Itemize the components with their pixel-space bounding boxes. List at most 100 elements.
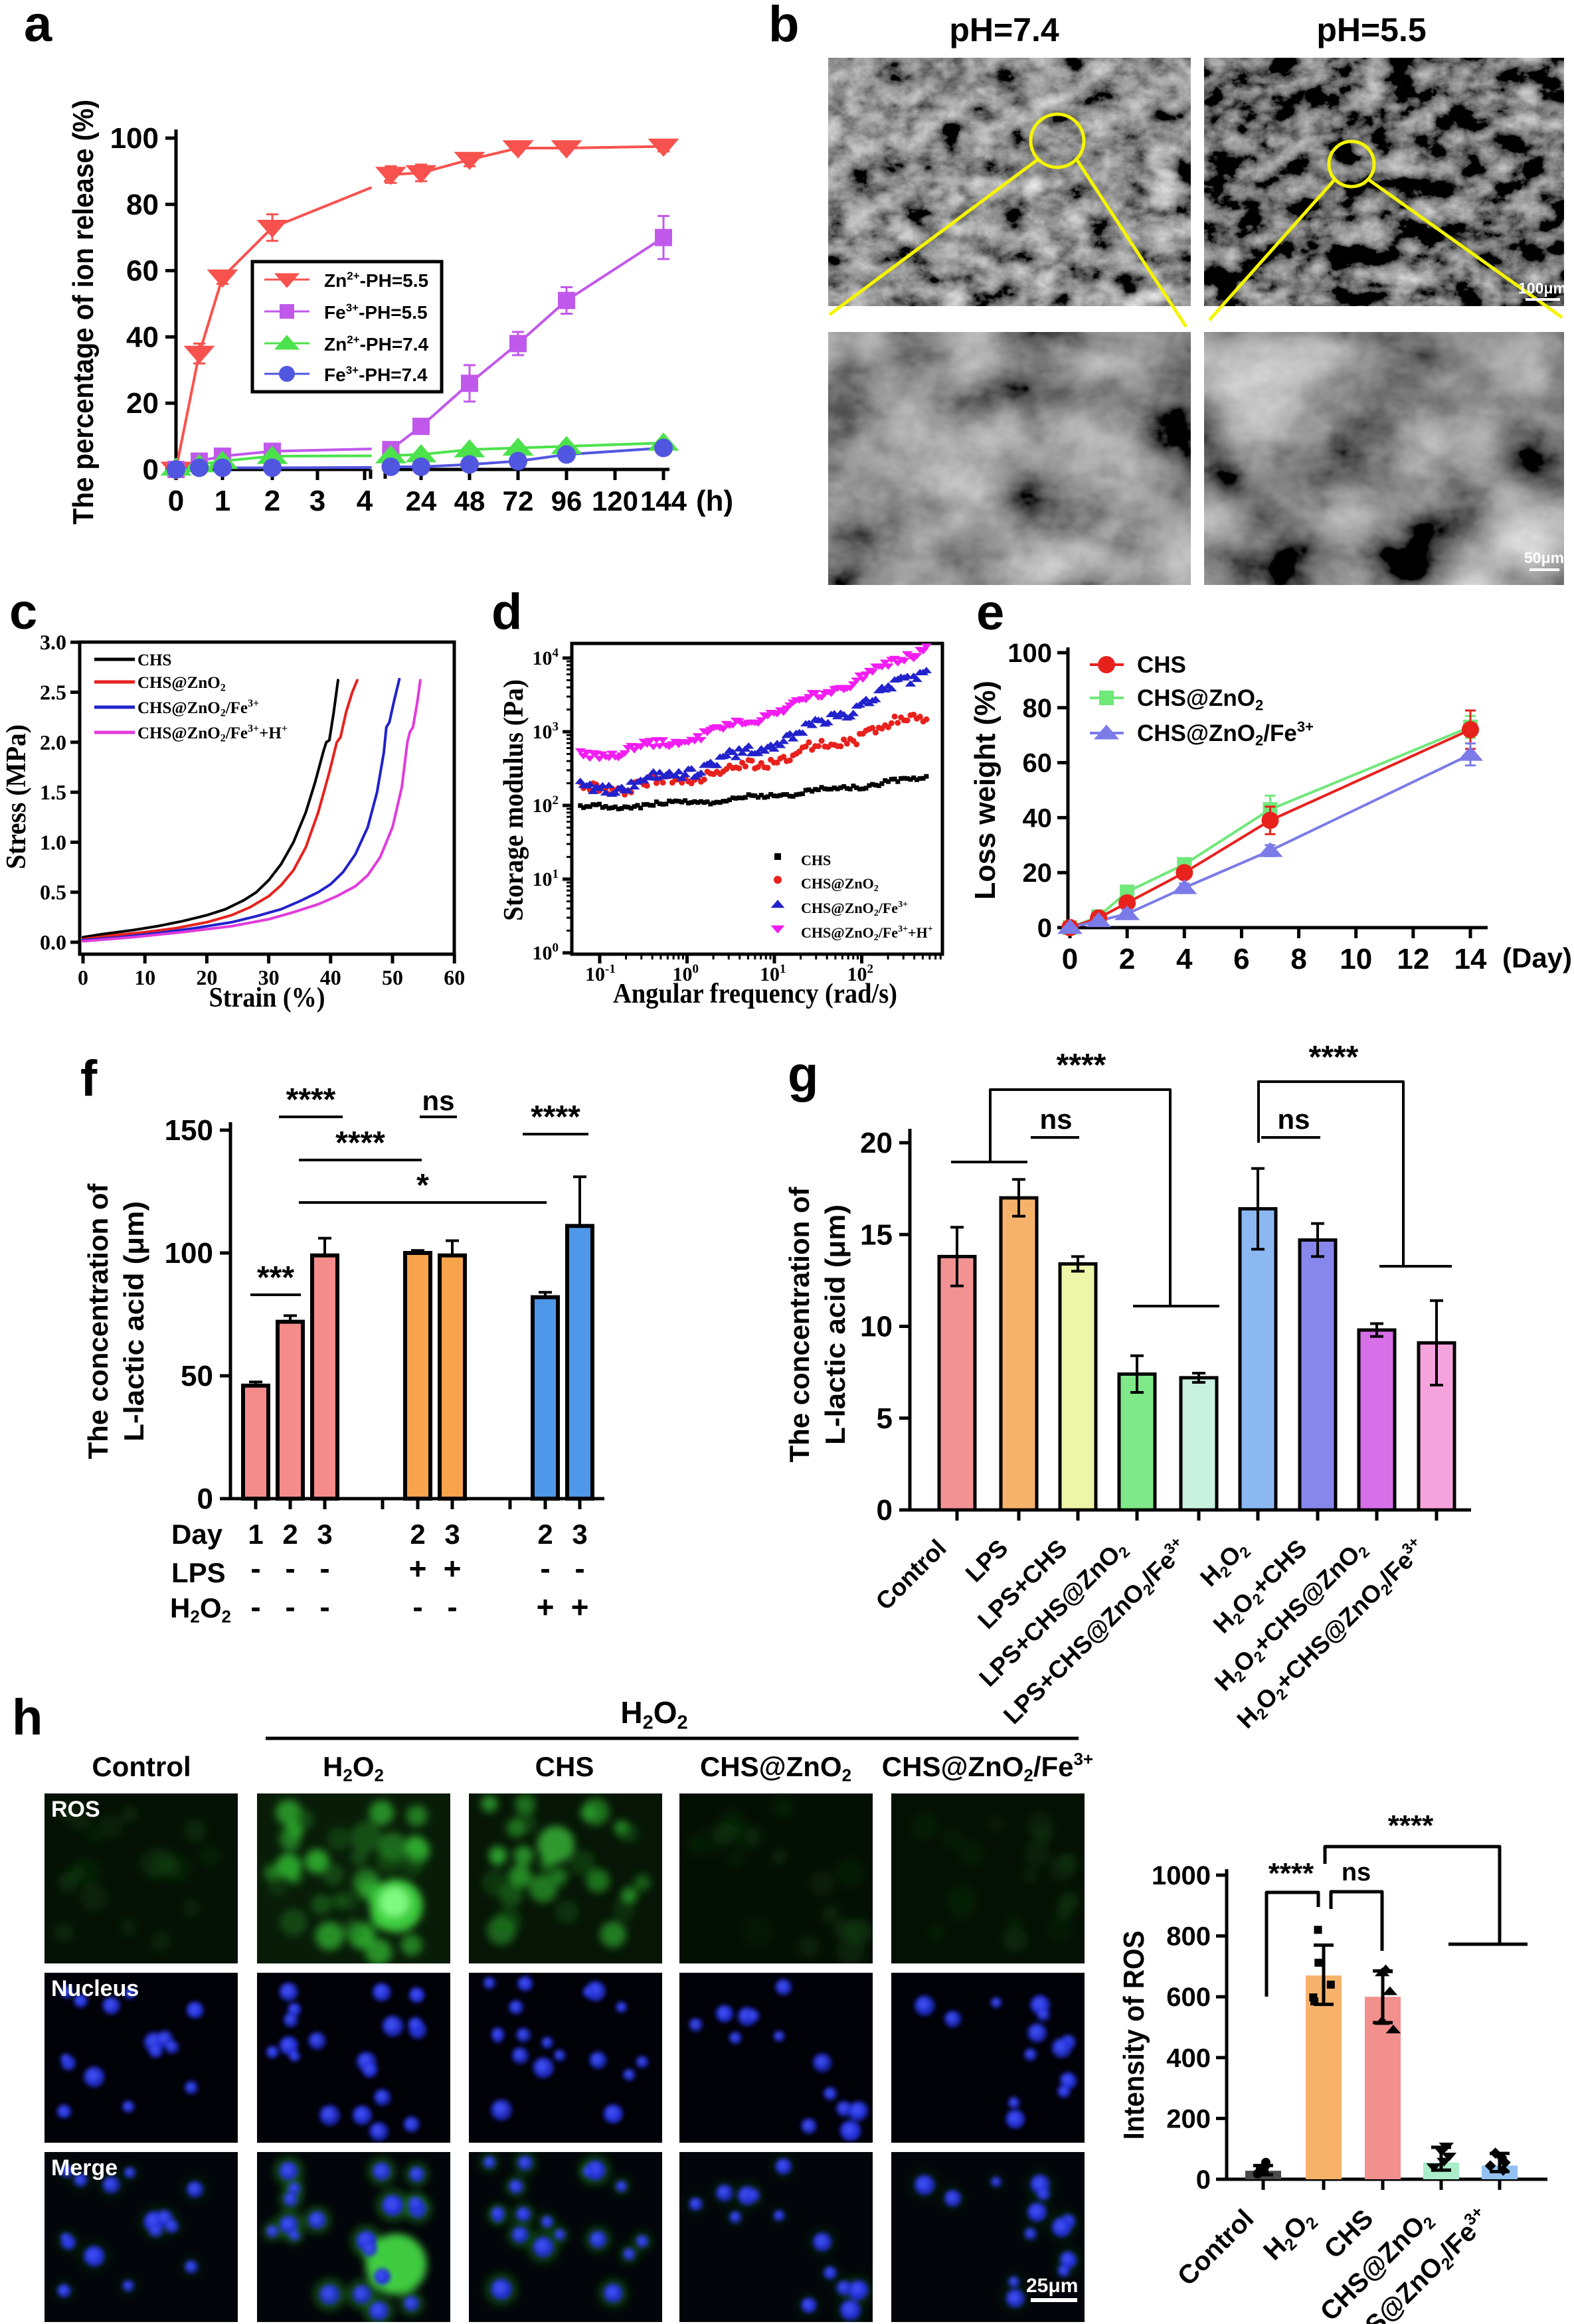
svg-text:15: 15: [860, 1218, 893, 1251]
svg-text:pH=5.5: pH=5.5: [1316, 11, 1426, 48]
svg-text:20: 20: [1023, 859, 1053, 888]
svg-text:5: 5: [877, 1402, 893, 1435]
svg-text:102: 102: [847, 962, 874, 985]
svg-text:Storage modulus (Pa): Storage modulus (Pa): [499, 679, 529, 921]
svg-text:3: 3: [309, 485, 325, 517]
svg-text:L-lactic acid (μm): L-lactic acid (μm): [820, 1204, 851, 1445]
svg-text:1: 1: [248, 1519, 263, 1550]
svg-text:150: 150: [165, 1114, 213, 1147]
svg-text:-: -: [285, 1590, 295, 1624]
svg-text:-: -: [319, 1551, 329, 1586]
svg-text:40: 40: [126, 321, 159, 353]
svg-text:Intensity of ROS: Intensity of ROS: [1118, 1931, 1150, 2140]
svg-text:The concentration of: The concentration of: [82, 1183, 114, 1459]
svg-text:e: e: [976, 584, 1004, 641]
svg-text:****: ****: [1268, 1857, 1314, 1890]
svg-text:LPS: LPS: [171, 1557, 226, 1588]
svg-text:h: h: [12, 1689, 43, 1746]
svg-text:0: 0: [1037, 914, 1052, 943]
svg-text:100: 100: [165, 1237, 213, 1270]
svg-text:400: 400: [1166, 2044, 1211, 2073]
svg-text:0: 0: [1062, 943, 1078, 975]
svg-text:CHS@ZnO2: CHS@ZnO2: [1137, 685, 1263, 713]
svg-text:CHS@ZnO2/Fe3++H+: CHS@ZnO2/Fe3++H+: [801, 924, 933, 943]
svg-text:50: 50: [181, 1360, 213, 1392]
svg-text:Zn2+-PH=7.4: Zn2+-PH=7.4: [324, 333, 429, 355]
svg-text:****: ****: [531, 1100, 580, 1135]
svg-text:-: -: [285, 1551, 295, 1586]
svg-text:The concentration of: The concentration of: [784, 1187, 815, 1463]
svg-text:800: 800: [1166, 1922, 1211, 1951]
svg-text:48: 48: [454, 485, 485, 517]
svg-text:2: 2: [282, 1519, 298, 1550]
svg-text:101: 101: [533, 867, 559, 890]
svg-text:60: 60: [126, 255, 159, 288]
svg-text:****: ****: [1057, 1048, 1106, 1083]
svg-text:L-lactic acid (μm): L-lactic acid (μm): [118, 1201, 149, 1442]
svg-text:100: 100: [110, 122, 159, 155]
svg-text:a: a: [24, 0, 52, 52]
svg-text:2.5: 2.5: [40, 681, 66, 705]
svg-text:CHS@ZnO2/Fe3+: CHS@ZnO2/Fe3+: [882, 1749, 1093, 1785]
svg-text:12: 12: [1397, 943, 1429, 975]
svg-text:0: 0: [197, 1483, 213, 1515]
svg-text:1: 1: [215, 485, 230, 517]
svg-text:0: 0: [78, 965, 88, 989]
svg-text:1.5: 1.5: [40, 780, 66, 804]
svg-text:0.0: 0.0: [40, 930, 66, 954]
svg-text:0.5: 0.5: [40, 880, 66, 904]
svg-text:101: 101: [760, 962, 786, 985]
svg-text:50μm: 50μm: [1524, 549, 1564, 566]
svg-text:***: ***: [257, 1260, 294, 1295]
svg-text:0: 0: [168, 485, 184, 517]
svg-text:10: 10: [134, 965, 155, 989]
svg-text:50: 50: [382, 965, 403, 989]
svg-text:Fe3+-PH=5.5: Fe3+-PH=5.5: [324, 301, 428, 323]
svg-text:H2O2: H2O2: [170, 1592, 231, 1627]
svg-text:2: 2: [1119, 943, 1135, 975]
svg-text:CHS@ZnO2: CHS@ZnO2: [137, 674, 226, 694]
svg-text:+: +: [409, 1551, 427, 1586]
svg-text:72: 72: [503, 485, 534, 517]
svg-text:100μm: 100μm: [1518, 280, 1567, 297]
svg-text:-: -: [540, 1551, 550, 1586]
svg-text:20: 20: [196, 965, 217, 989]
svg-text:(h): (h): [696, 485, 733, 517]
svg-text:Stress (MPa): Stress (MPa): [1, 724, 32, 869]
svg-text:CHS: CHS: [137, 651, 171, 669]
svg-text:Fe3+-PH=7.4: Fe3+-PH=7.4: [324, 364, 428, 385]
svg-text:pH=7.4: pH=7.4: [949, 11, 1059, 48]
svg-text:H2O2: H2O2: [620, 1695, 687, 1733]
svg-text:-: -: [447, 1590, 457, 1624]
svg-text:Zn2+-PH=5.5: Zn2+-PH=5.5: [324, 270, 428, 291]
svg-text:30: 30: [258, 965, 280, 989]
svg-text:ns: ns: [422, 1085, 454, 1116]
svg-text:0: 0: [877, 1494, 893, 1527]
svg-text:CHS: CHS: [801, 852, 831, 869]
svg-text:20: 20: [860, 1127, 893, 1159]
svg-text:2: 2: [537, 1519, 553, 1550]
svg-text:****: ****: [335, 1125, 385, 1161]
svg-text:10: 10: [1340, 943, 1372, 975]
svg-text:0: 0: [143, 454, 159, 486]
svg-text:Control: Control: [92, 1751, 191, 1782]
svg-text:Angular frequency (rad/s): Angular frequency (rad/s): [613, 979, 897, 1009]
svg-text:****: ****: [286, 1082, 336, 1118]
svg-text:3.0: 3.0: [40, 630, 66, 654]
svg-text:****: ****: [1309, 1040, 1359, 1075]
svg-text:100: 100: [1007, 639, 1052, 668]
svg-text:g: g: [788, 1046, 818, 1103]
svg-text:96: 96: [551, 485, 582, 517]
svg-text:ns: ns: [1277, 1104, 1310, 1135]
svg-text:40: 40: [320, 965, 341, 989]
svg-text:80: 80: [1023, 694, 1053, 723]
svg-text:103: 103: [533, 720, 559, 743]
svg-text:60: 60: [1023, 749, 1053, 778]
svg-text:102: 102: [533, 793, 559, 817]
svg-text:c: c: [9, 584, 37, 640]
svg-text:120: 120: [592, 485, 638, 517]
svg-text:CHS@ZnO2: CHS@ZnO2: [801, 875, 879, 894]
svg-text:14: 14: [1454, 943, 1487, 975]
svg-text:+: +: [537, 1590, 555, 1624]
svg-text:0: 0: [1196, 2165, 1211, 2195]
